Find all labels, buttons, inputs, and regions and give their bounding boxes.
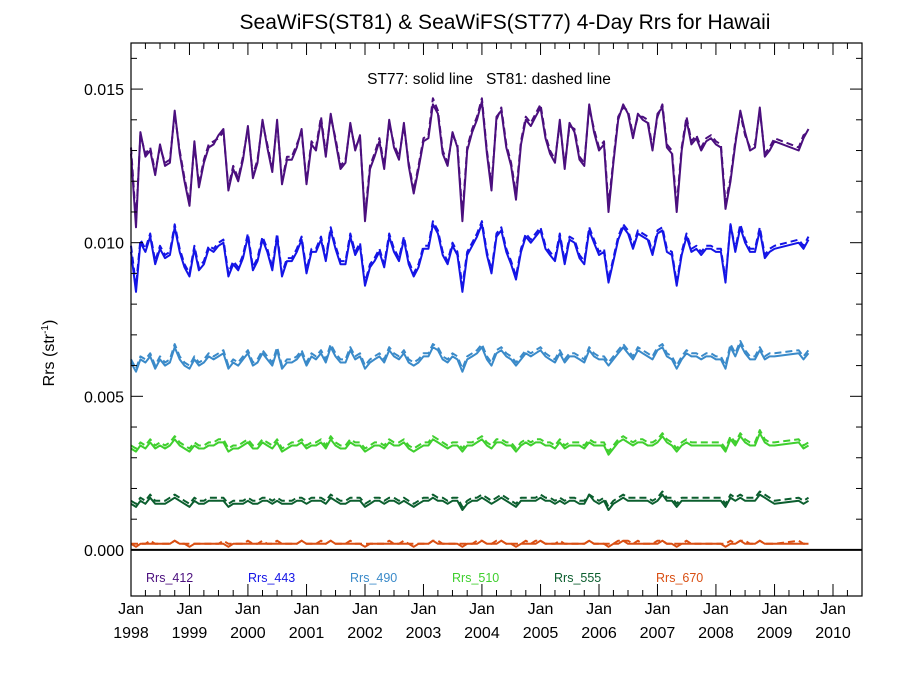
y-tick-label: 0.005 — [84, 389, 124, 406]
x-tick-label-year: 2002 — [347, 625, 383, 642]
x-tick-label-month: Jan — [645, 601, 671, 618]
series-rrs-443-st77-solid — [130, 223, 810, 293]
x-tick-label-year: 2008 — [698, 625, 734, 642]
y-axis-label-main: Rrs (str — [41, 333, 58, 386]
series-rrs-490-st81-dashed — [130, 340, 810, 370]
legend: Rrs_412 Rrs_443 Rrs_490 Rrs_510 Rrs_555 Rrs_6… — [146, 571, 703, 585]
x-tick-label-month: Jan — [469, 601, 495, 618]
legend-entry: Rrs_555 — [554, 571, 601, 585]
series-rrs-412-st77-solid — [130, 100, 810, 229]
y-tick-label: 0.015 — [84, 82, 124, 99]
y-axis-label-superscript: -1 — [40, 325, 51, 334]
x-tick-label-year: 2001 — [289, 625, 325, 642]
x-tick-label-month: Jan — [294, 601, 320, 618]
x-tick-label-year: 2000 — [230, 625, 266, 642]
x-tick-label-year: 2003 — [406, 625, 442, 642]
x-tick-label-year: 1999 — [172, 625, 208, 642]
y-axis-label: Rrs (str-1) — [40, 320, 58, 387]
series-rrs-510-st81-dashed — [130, 429, 810, 453]
x-tick-label-month: Jan — [118, 601, 144, 618]
x-tick-label-year: 2006 — [581, 625, 617, 642]
series-layer — [130, 97, 810, 548]
x-tick-label-month: Jan — [235, 601, 261, 618]
x-tick-label-month: Jan — [528, 601, 554, 618]
y-tick-label: 0.000 — [84, 543, 124, 560]
legend-entry: Rrs_443 — [248, 571, 295, 585]
x-tick-label-month: Jan — [703, 601, 729, 618]
series-rrs-510-st77-solid — [130, 432, 810, 456]
line-style-annotation: ST77: solid line ST81: dashed line — [367, 71, 611, 88]
axis-tick-labels: 0.000 0.005 0.010 0.015 Jan 1998 Jan 1999 Jan 200… — [84, 82, 851, 642]
legend-entry: Rrs_670 — [656, 571, 703, 585]
legend-entry: Rrs_510 — [452, 571, 499, 585]
series-rrs-670-st77-solid — [130, 539, 809, 548]
x-tick-label-month: Jan — [762, 601, 788, 618]
x-tick-label-year: 2005 — [523, 625, 559, 642]
x-tick-label-year: 2009 — [757, 625, 793, 642]
x-tick-label-year: 2010 — [815, 625, 851, 642]
series-rrs-555-st77-solid — [130, 493, 810, 511]
plot-frame — [130, 42, 863, 597]
x-tick-label-month: Jan — [177, 601, 203, 618]
series-rrs-443-st81-dashed — [130, 220, 810, 287]
legend-entry: Rrs_490 — [350, 571, 397, 585]
y-axis-label-close: ) — [41, 320, 58, 325]
x-tick-label-month: Jan — [352, 601, 378, 618]
series-rrs-412-st81-dashed — [130, 97, 810, 223]
x-tick-label-year: 2004 — [464, 625, 500, 642]
x-tick-label-year: 1998 — [113, 625, 149, 642]
x-tick-label-month: Jan — [820, 601, 846, 618]
legend-entry: Rrs_412 — [146, 571, 193, 585]
y-tick-label: 0.010 — [84, 236, 124, 253]
x-tick-label-month: Jan — [586, 601, 612, 618]
x-tick-label-year: 2007 — [640, 625, 676, 642]
series-rrs-490-st77-solid — [130, 343, 810, 373]
chart-title: SeaWiFS(ST81) & SeaWiFS(ST77) 4-Day Rrs … — [240, 11, 771, 34]
series-rrs-555-st81-dashed — [130, 490, 810, 508]
x-tick-label-month: Jan — [411, 601, 437, 618]
